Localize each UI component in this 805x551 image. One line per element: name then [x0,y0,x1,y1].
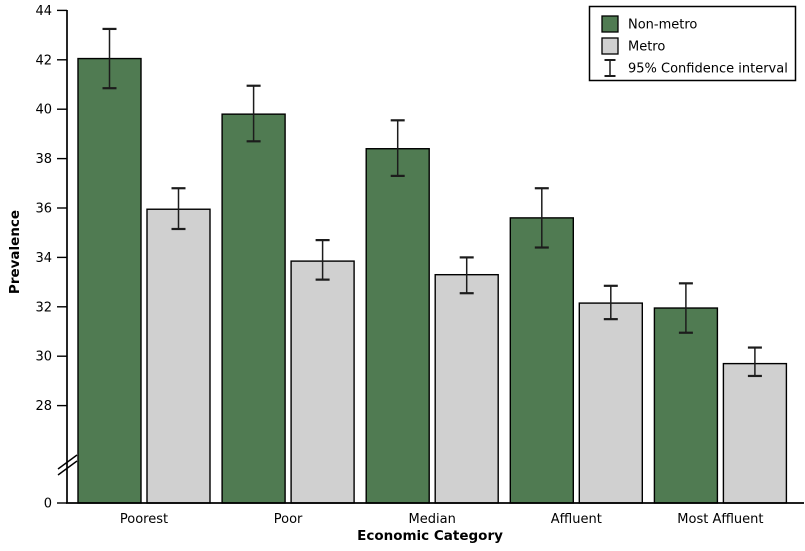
bar-metro-poor [290,260,355,504]
y-axis-title: Prevalence [7,210,23,294]
y-tick-label-44: 44 [35,4,52,19]
x-axis-title: Economic Category [357,528,503,544]
legend-box [588,5,797,82]
legend-swatch-metro [601,37,619,55]
error-bar-non-metro-median [390,119,405,177]
legend-label-ci: 95% Confidence interval [628,62,788,77]
error-bar-non-metro-poorest [102,27,117,90]
y-tick-label-32: 32 [35,300,52,315]
category-label-poor: Poor [274,512,303,527]
y-tick-label-42: 42 [35,53,52,68]
bar-non-metro-median [365,148,430,504]
category-label-most-affluent: Most Affluent [677,512,763,527]
error-bar-metro-most-affluent [747,346,762,378]
legend-ci-glyph [604,59,616,77]
bar-metro-most-affluent [722,362,788,504]
y-tick-label-34: 34 [35,251,52,266]
legend: Non-metro Metro 95% Confidence interval [588,5,797,82]
error-bar-non-metro-most-affluent [678,282,693,334]
legend-label-metro: Metro [628,40,665,55]
bar-metro-poorest [146,208,211,504]
bar-metro-median [434,273,499,504]
error-bar-non-metro-affluent [534,187,549,249]
error-bar-metro-affluent [603,284,618,321]
y-axis-break-marks [57,454,78,476]
y-tick-label-28: 28 [35,399,52,414]
plot-area: 0 28 30 32 34 36 38 40 42 44 Poorest Poor Median Affl… [35,4,804,527]
category-label-affluent: Affluent [551,512,602,527]
legend-label-non-metro: Non-metro [628,18,697,33]
error-bar-metro-median [459,256,474,295]
error-bar-non-metro-poor [246,84,261,143]
bar-non-metro-affluent [509,217,574,504]
error-bar-metro-poorest [171,187,186,231]
legend-swatch-non-metro [601,15,619,33]
category-label-median: Median [409,512,456,527]
y-tick-label-38: 38 [35,152,52,167]
category-label-poorest: Poorest [120,512,168,527]
y-tick-label-40: 40 [35,103,52,118]
y-tick-label-30: 30 [35,350,52,365]
bar-non-metro-poorest [77,57,142,504]
bar-non-metro-poor [221,113,286,504]
error-bar-metro-poor [315,239,330,281]
y-tick-label-36: 36 [35,202,52,217]
bar-metro-affluent [578,302,643,504]
bar-non-metro-most-affluent [653,307,719,504]
y-tick-label-0: 0 [44,497,52,512]
